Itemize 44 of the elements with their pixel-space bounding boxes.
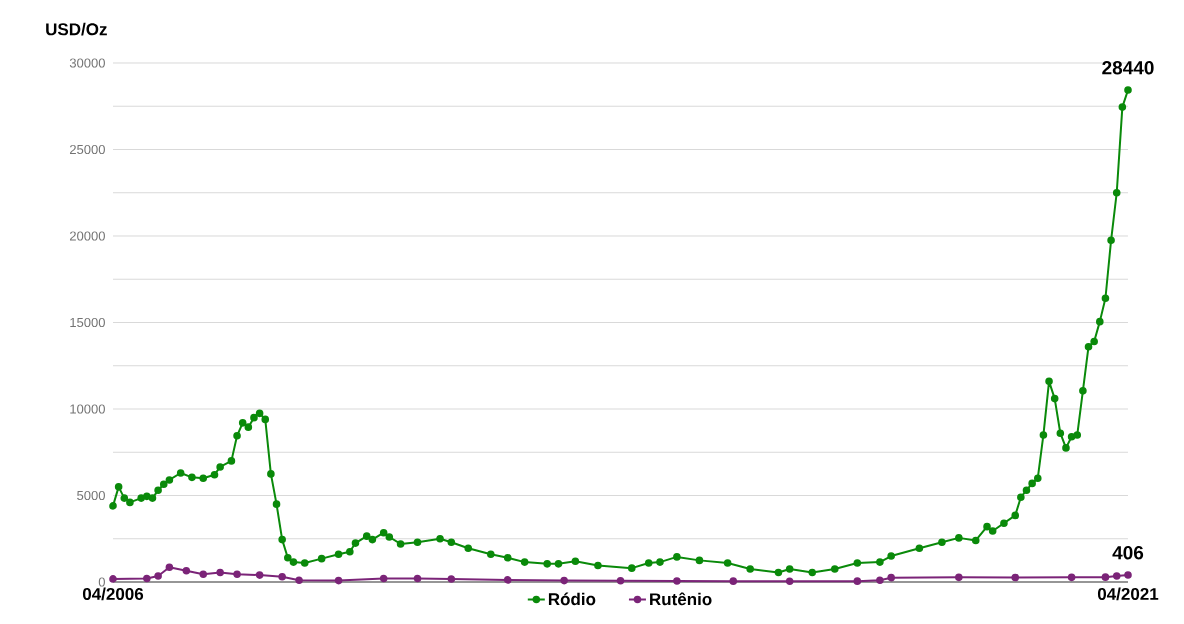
point [334,576,343,585]
point [154,572,162,580]
point [278,573,286,581]
point [413,574,422,583]
point [165,563,174,572]
point [729,577,738,585]
legend-label: Rutênio [650,592,712,606]
point [379,574,388,583]
x-tick-label: 04/2021 [1097,587,1159,601]
y-tick-label: 10000 [70,404,105,414]
point [955,573,963,582]
point [1101,573,1110,581]
point [255,571,264,579]
point [887,573,895,582]
y-tick-label: 15000 [70,317,105,328]
point [143,574,151,583]
point [1067,573,1076,582]
legend-label: Ródio [548,592,596,606]
annotation: 28440 [1102,61,1154,75]
point [295,576,303,585]
point [1112,572,1121,580]
y-axis-title: USD/Oz [46,22,107,36]
annotation: 406 [1112,546,1144,560]
point [199,570,208,579]
point [182,566,191,575]
y-tick-label: 0 [98,577,105,587]
point [560,576,568,585]
point [876,576,884,585]
point [233,570,241,579]
y-tick-label: 30000 [69,58,105,68]
point [785,577,794,586]
point [616,576,625,585]
point [673,577,681,585]
point [447,575,456,583]
point [853,577,862,585]
x-tick-label: 04/2006 [82,587,144,601]
point [1124,571,1132,579]
y-tick-label: 5000 [77,490,105,501]
point [109,575,117,583]
y-tick-label: 20000 [69,231,105,241]
point [503,576,512,584]
y-tick-label: 25000 [69,144,105,155]
point [1011,573,1020,582]
point [216,568,224,577]
